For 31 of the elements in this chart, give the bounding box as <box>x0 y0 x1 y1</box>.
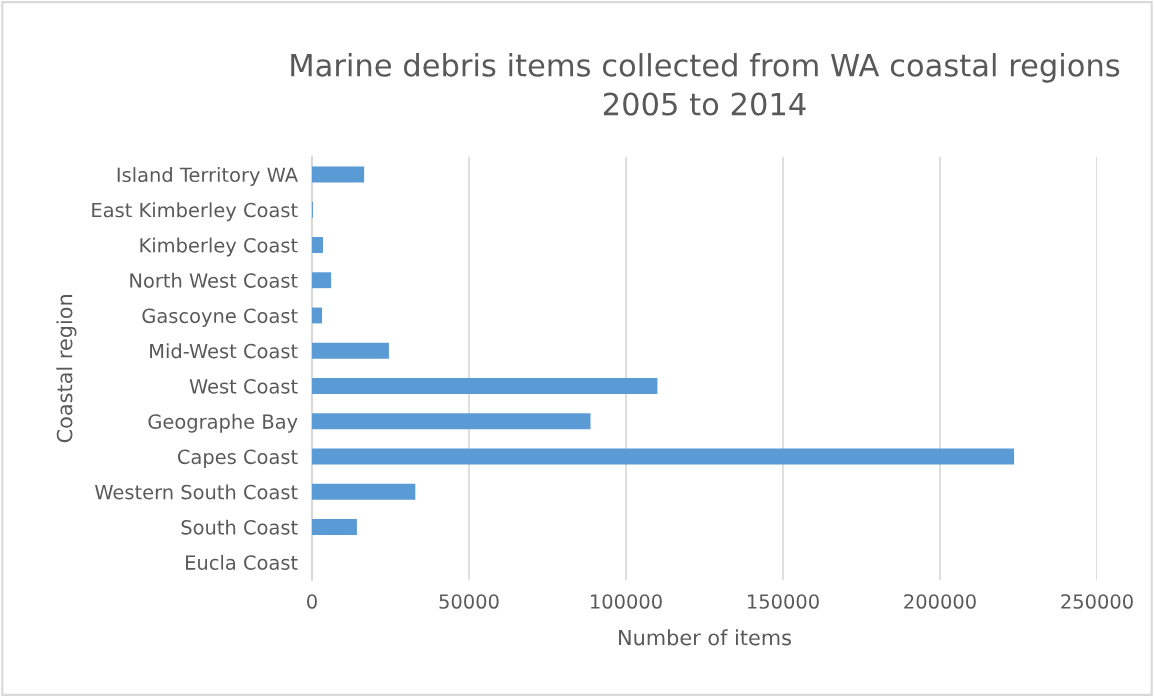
bar <box>312 307 323 324</box>
y-tick-label: Mid-West Coast <box>150 343 298 359</box>
y-tick-label: Capes Coast <box>177 449 298 468</box>
y-tick-label: Western South Coast <box>95 484 298 500</box>
y-tick-label: South Coast <box>181 519 298 535</box>
x-tick-label: 0 <box>307 594 317 609</box>
chart-title: Marine debris items collected from WA coastal regions 2005 to 2014 <box>291 53 1120 116</box>
y-tick-label: Kimberley Coast <box>140 237 298 257</box>
y-tick-label: Eucla Coast <box>186 554 298 570</box>
x-axis-title: Number of items <box>619 629 791 646</box>
y-axis-title: Coastal region <box>56 295 77 443</box>
bar <box>312 483 416 500</box>
x-tick-label: 100000 <box>591 594 662 609</box>
bar <box>312 519 357 535</box>
x-tick-label: 200000 <box>904 594 976 609</box>
bar <box>312 237 323 253</box>
bar <box>312 342 389 359</box>
bar <box>312 448 1015 465</box>
bar <box>312 166 365 183</box>
y-tick-label: Island Territory WA <box>117 167 298 186</box>
y-tick-label: North West Coast <box>130 272 298 288</box>
y-tick-label: West Coast <box>189 378 298 394</box>
x-tick-label: 150000 <box>748 594 819 609</box>
y-tick-label: Gascoyne Coast <box>142 308 298 327</box>
x-tick-label: 250000 <box>1061 594 1133 609</box>
y-tick-label: East Kimberley Coast <box>92 202 298 222</box>
x-tick-label: 50000 <box>439 594 499 609</box>
bar <box>312 413 591 430</box>
y-tick-label: Geographe Bay <box>148 413 298 433</box>
bar <box>312 378 658 394</box>
bar <box>312 272 332 289</box>
